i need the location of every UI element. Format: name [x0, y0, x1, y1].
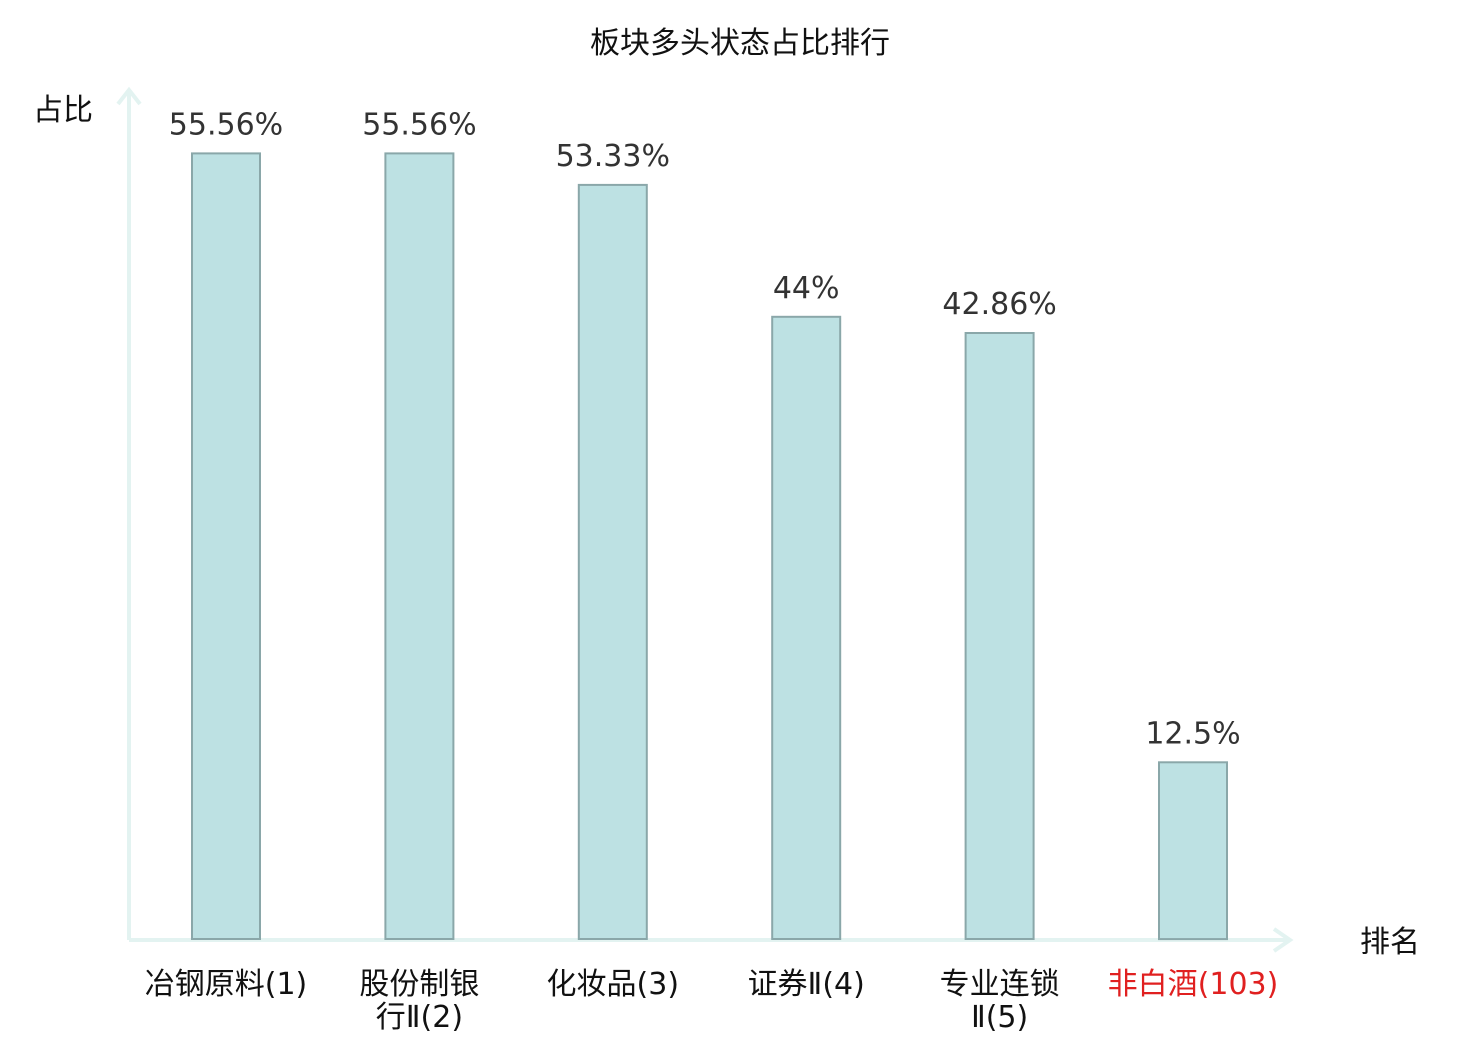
y-axis-arrow: [116, 86, 142, 106]
bar: [964, 332, 1035, 940]
category-label: 证券Ⅱ(4): [748, 967, 865, 1002]
bar-value-label: 53.33%: [556, 139, 670, 174]
axes: [116, 86, 1294, 953]
category-label: 行Ⅱ(2): [376, 1000, 463, 1035]
category-label: 非白酒(103): [1108, 967, 1279, 1002]
bar-value-label: 42.86%: [942, 287, 1056, 322]
bar-value-label: 44%: [773, 271, 840, 306]
bar: [191, 152, 261, 940]
bar: [771, 315, 842, 940]
bars: [191, 152, 1228, 941]
category-label: 股份制银: [359, 967, 479, 1002]
bar-value-label: 12.5%: [1145, 716, 1240, 751]
value-labels: 55.56% 55.56% 53.33% 44% 42.86% 12.5%: [169, 107, 1241, 751]
category-label: Ⅱ(5): [971, 1000, 1028, 1035]
x-axis-arrow: [1272, 927, 1294, 953]
bar: [384, 152, 455, 940]
category-label: 化妆品(3): [547, 967, 680, 1002]
bar-value-label: 55.56%: [169, 107, 283, 142]
bar: [577, 183, 648, 940]
chart-title: 板块多头状态占比排行: [590, 26, 890, 61]
category-label: 专业连锁: [940, 967, 1060, 1002]
x-axis-label: 排名: [1360, 925, 1420, 960]
bar: [1158, 761, 1228, 941]
y-axis-label: 占比: [33, 93, 93, 128]
category-label: 冶钢原料(1): [145, 967, 308, 1002]
bar-value-label: 55.56%: [362, 107, 476, 142]
